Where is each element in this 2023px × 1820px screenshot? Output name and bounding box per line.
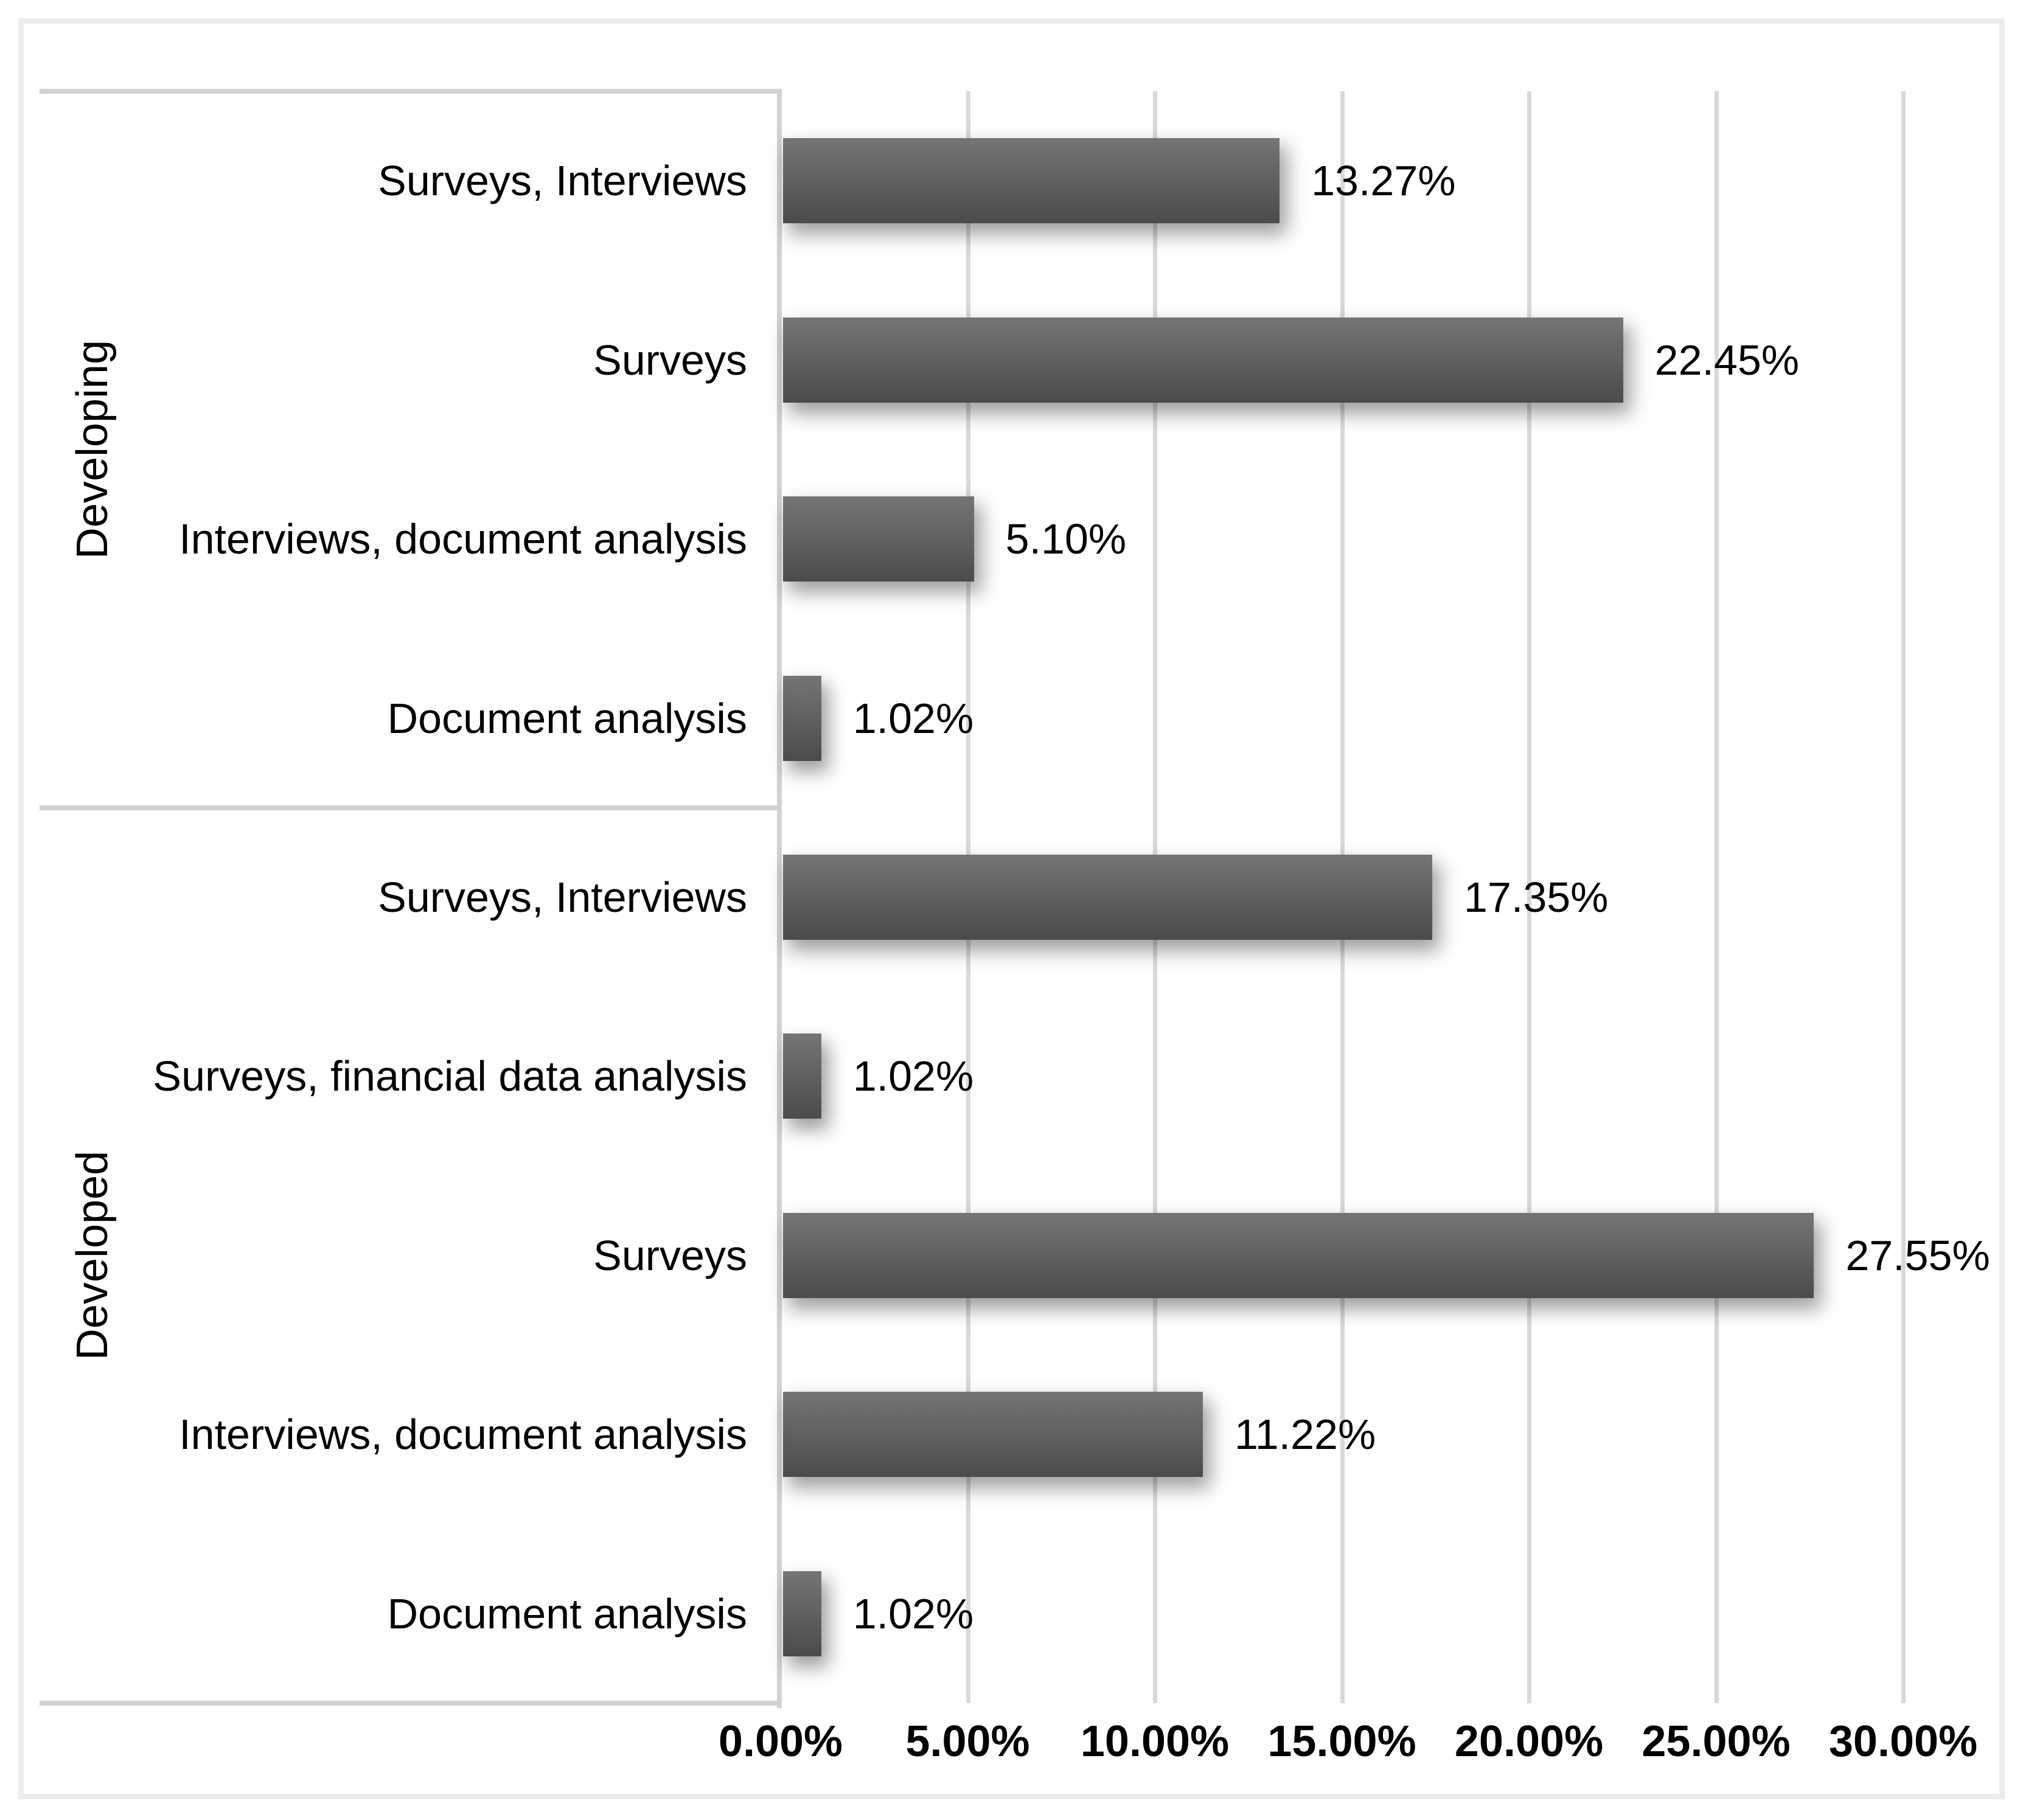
label-box-top-border: [40, 89, 781, 94]
bar: [783, 1212, 1814, 1298]
bar: [783, 138, 1280, 224]
value-label: 1.02%: [852, 1589, 974, 1638]
bar: [783, 855, 1433, 940]
category-label: Document analysis: [387, 694, 747, 742]
value-label: 17.35%: [1464, 874, 1609, 921]
group-label-developing: Developing: [68, 339, 117, 559]
value-label: 11.22%: [1234, 1411, 1376, 1459]
bar: [783, 1571, 821, 1656]
bar: [783, 317, 1623, 403]
value-label: 1.02%: [852, 1052, 974, 1100]
category-label: Surveys: [593, 336, 747, 384]
value-label: 1.02%: [852, 694, 974, 742]
value-axis-line: [777, 89, 782, 1708]
x-axis-tick: 20.00%: [1454, 1717, 1604, 1766]
category-label: Interviews, document analysis: [179, 515, 747, 563]
x-axis-tick: 5.00%: [905, 1717, 1030, 1766]
bar: [783, 496, 974, 582]
x-axis-tick: 25.00%: [1642, 1717, 1791, 1766]
gridline-20pct: [1527, 91, 1531, 1703]
gridline-30pct: [1901, 91, 1906, 1703]
category-label: Surveys, Interviews: [378, 874, 747, 921]
bar: [783, 1392, 1203, 1478]
chart-outer-frame: [18, 18, 2005, 1799]
value-label: 27.55%: [1845, 1231, 1990, 1279]
category-label: Surveys, financial data analysis: [153, 1052, 747, 1100]
category-label: Surveys: [593, 1231, 747, 1279]
x-axis-tick: 15.00%: [1267, 1717, 1416, 1766]
bar: [783, 675, 821, 761]
value-label: 5.10%: [1005, 515, 1127, 563]
category-label: Document analysis: [387, 1589, 747, 1638]
group-divider-line: [40, 805, 781, 810]
category-label: Surveys, Interviews: [378, 157, 747, 205]
bar: [783, 1033, 821, 1119]
value-label: 22.45%: [1654, 336, 1800, 384]
group-label-developed: Developed: [68, 1150, 117, 1360]
value-label: 13.27%: [1311, 157, 1456, 205]
x-axis-tick: 30.00%: [1828, 1717, 1978, 1766]
x-axis-tick: 0.00%: [718, 1717, 843, 1766]
category-label: Interviews, document analysis: [179, 1411, 747, 1459]
gridline-25pct: [1714, 91, 1719, 1703]
label-box-bottom-border: [40, 1701, 781, 1706]
x-axis-tick: 10.00%: [1080, 1717, 1230, 1766]
